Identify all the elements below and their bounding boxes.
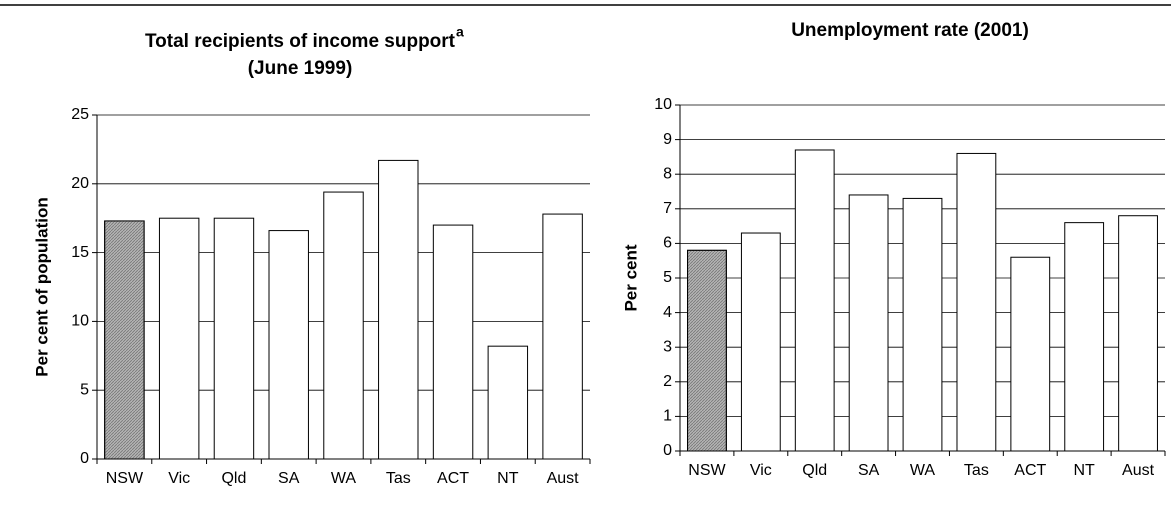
bar <box>956 152 997 452</box>
chart-title: Total recipients of income support <box>145 31 456 52</box>
bar <box>487 345 529 460</box>
y-axis-title: Per cent of population <box>32 197 51 376</box>
bar <box>158 217 200 460</box>
bar <box>323 191 364 460</box>
x-tick-label: Tas <box>964 462 989 479</box>
bar <box>1118 215 1158 452</box>
y-tick-label: 2 <box>663 373 672 390</box>
y-tick-label: 1 <box>663 408 672 425</box>
y-axis-title: Per cent <box>621 244 640 311</box>
x-tick-label: WA <box>910 462 936 479</box>
x-tick-label: Vic <box>168 470 190 487</box>
x-tick-label: Qld <box>802 462 827 479</box>
y-tick-label: 0 <box>663 442 672 459</box>
x-tick-label: SA <box>858 462 880 479</box>
y-tick-label: 25 <box>71 106 89 123</box>
bar-hatch <box>104 220 145 460</box>
x-tick-label: Vic <box>750 462 772 479</box>
x-tick-label: NT <box>497 470 519 487</box>
bar <box>542 213 583 460</box>
y-tick-label: 4 <box>663 304 672 321</box>
title-superscript: a <box>456 24 464 40</box>
chart-title: Unemployment rate (2001) <box>791 20 1029 41</box>
y-tick-label: 6 <box>663 235 672 252</box>
chart-subtitle: (June 1999) <box>248 58 353 79</box>
x-tick-label: NSW <box>688 462 726 479</box>
bar-hatch <box>687 249 727 452</box>
y-tick-label: 3 <box>663 338 672 355</box>
x-tick-label: ACT <box>1014 462 1046 479</box>
x-tick-label: ACT <box>437 470 469 487</box>
x-tick-label: Aust <box>1122 462 1155 479</box>
bar <box>213 217 255 460</box>
y-tick-label: 10 <box>654 96 672 113</box>
y-tick-label: 0 <box>80 450 89 467</box>
bar <box>268 230 309 460</box>
y-tick-label: 5 <box>663 269 672 286</box>
x-tick-label: Tas <box>386 470 411 487</box>
x-tick-label: Aust <box>547 470 580 487</box>
bar <box>432 224 474 460</box>
y-tick-label: 20 <box>71 175 89 192</box>
x-tick-label: NSW <box>106 470 144 487</box>
bar <box>794 149 835 452</box>
y-tick-label: 15 <box>71 244 89 261</box>
bar <box>1064 222 1105 452</box>
y-tick-label: 10 <box>71 313 89 330</box>
x-tick-label: WA <box>331 470 357 487</box>
bar <box>902 197 943 452</box>
bar <box>378 159 419 460</box>
y-tick-label: 8 <box>663 165 672 182</box>
x-tick-label: NT <box>1074 462 1096 479</box>
x-tick-label: Qld <box>221 470 246 487</box>
x-tick-label: SA <box>278 470 300 487</box>
bar <box>848 194 889 452</box>
y-tick-label: 5 <box>80 381 89 398</box>
bar <box>740 232 781 452</box>
y-tick-label: 7 <box>663 200 672 217</box>
bar <box>1010 256 1051 452</box>
y-tick-label: 9 <box>663 131 672 148</box>
